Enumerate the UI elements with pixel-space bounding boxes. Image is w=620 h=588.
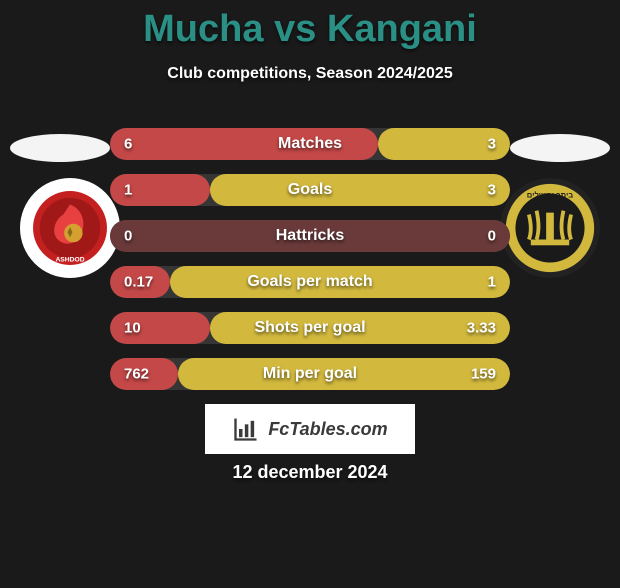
stat-label: Hattricks	[110, 227, 510, 245]
stat-row-hattricks: 00Hattricks	[110, 220, 510, 252]
crest-left: ASHDOD	[20, 178, 120, 278]
watermark-text: FcTables.com	[268, 419, 387, 440]
crest-left-icon: ASHDOD	[28, 186, 112, 270]
stat-label: Shots per goal	[110, 319, 510, 337]
svg-text:ביתר ירושלים: ביתר ירושלים	[527, 190, 574, 199]
player-a-name: Mucha	[143, 8, 263, 50]
stat-row-goals-per-match: 0.171Goals per match	[110, 266, 510, 298]
crest-right-icon: ביתר ירושלים	[502, 180, 598, 276]
vs-text: vs	[274, 8, 316, 50]
stat-label: Goals	[110, 181, 510, 199]
watermark: FcTables.com	[205, 404, 415, 454]
stat-row-matches: 63Matches	[110, 128, 510, 160]
svg-text:ASHDOD: ASHDOD	[55, 257, 84, 264]
crest-right: ביתר ירושלים	[500, 178, 600, 278]
stat-label: Goals per match	[110, 273, 510, 291]
date-text: 12 december 2024	[0, 462, 620, 483]
comparison-chart: 63Matches 13Goals 00Hattricks 0.171Goals pe…	[110, 128, 510, 404]
stat-label: Matches	[110, 135, 510, 153]
stat-label: Min per goal	[110, 365, 510, 383]
subtitle: Club competitions, Season 2024/2025	[0, 65, 620, 83]
spotlight-left	[10, 134, 110, 162]
player-b-name: Kangani	[327, 8, 477, 50]
chart-icon	[232, 415, 260, 443]
stat-row-goals: 13Goals	[110, 174, 510, 206]
stat-row-min-per-goal: 762159Min per goal	[110, 358, 510, 390]
page-title: Mucha vs Kangani	[0, 8, 620, 51]
spotlight-right	[510, 134, 610, 162]
stat-row-shots-per-goal: 103.33Shots per goal	[110, 312, 510, 344]
